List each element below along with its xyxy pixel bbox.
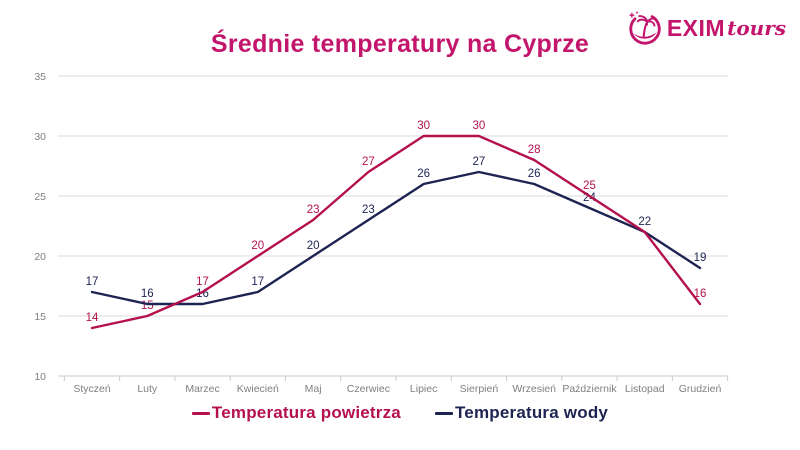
data-label: 23 (307, 204, 320, 216)
data-label: 23 (362, 204, 375, 216)
x-axis-label: Sierpień (460, 383, 499, 395)
x-axis-label: Wrzesień (512, 383, 556, 395)
legend-swatch (434, 411, 453, 415)
data-label: 16 (141, 288, 154, 300)
brand-suffix: tours (727, 16, 786, 40)
data-label: 25 (583, 180, 596, 192)
x-axis-label: Luty (137, 383, 158, 395)
y-axis-tick-label: 30 (34, 131, 46, 143)
data-label: 22 (638, 216, 651, 228)
data-label: 26 (417, 168, 430, 180)
series-line-0 (90, 134, 702, 330)
y-axis-tick-label: 35 (34, 71, 46, 83)
palm-island-icon (629, 11, 661, 45)
legend-label: Temperatura powietrza (211, 403, 401, 422)
series-line-1 (90, 170, 702, 306)
data-label: 28 (528, 144, 541, 156)
x-axis-label: Marzec (185, 383, 219, 395)
y-axis-tick-label: 20 (34, 251, 46, 263)
x-axis-label: Listopad (625, 383, 665, 395)
y-axis-tick-label: 25 (34, 191, 46, 203)
data-label: 17 (251, 276, 264, 288)
data-label: 27 (473, 156, 486, 168)
brand-name: EXIM (666, 14, 726, 41)
data-label: 30 (473, 120, 486, 132)
data-label: 30 (417, 120, 430, 132)
legend-label: Temperatura wody (454, 403, 609, 422)
data-label: 20 (251, 240, 264, 252)
y-axis-tick-label: 10 (34, 371, 46, 383)
x-axis-label: Czerwiec (347, 383, 390, 395)
x-axis-label: Maj (305, 383, 322, 395)
data-label: 16 (694, 288, 707, 300)
data-label: 17 (86, 276, 99, 288)
legend-item-0: Temperatura powietrza (191, 403, 401, 423)
data-label: 27 (362, 156, 375, 168)
x-axis-label: Grudzień (679, 383, 722, 395)
chart-legend: Temperatura powietrza Temperatura wody (0, 403, 800, 423)
y-axis-tick-label: 15 (34, 311, 46, 323)
chart-title: Średnie temperatury na Cyprze (210, 30, 590, 58)
legend-item-1: Temperatura wody (434, 403, 609, 423)
x-axis-label: Kwiecień (237, 383, 279, 395)
x-axis-label: Lipiec (410, 383, 437, 395)
data-label: 14 (86, 312, 99, 324)
data-label: 26 (528, 168, 541, 180)
legend-swatch (191, 411, 210, 415)
data-label: 20 (307, 240, 320, 252)
data-label: 17 (196, 276, 209, 288)
brand-logo: EXIM tours (626, 9, 786, 47)
x-axis-label: Październik (562, 383, 617, 395)
x-axis-label: Styczeń (73, 383, 111, 395)
data-label: 19 (694, 252, 707, 264)
